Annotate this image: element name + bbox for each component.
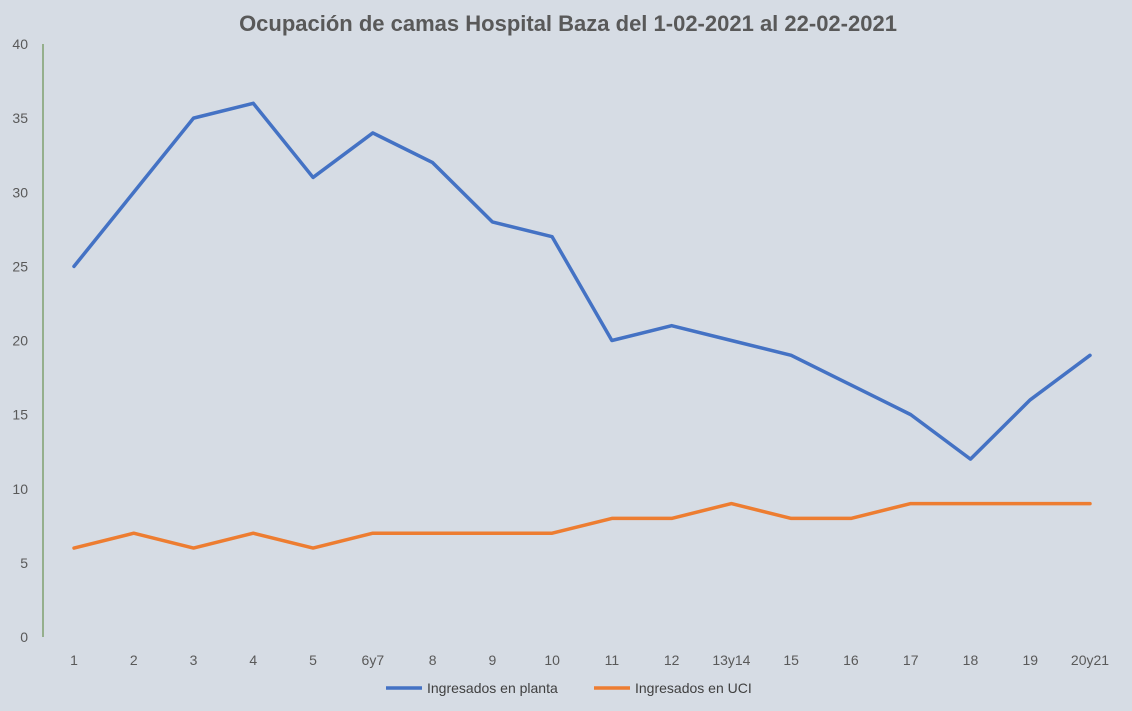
legend: Ingresados en planta Ingresados en UCI [386, 680, 752, 696]
x-tick-label: 16 [843, 652, 859, 668]
x-tick-label: 19 [1022, 652, 1038, 668]
y-tick-label: 5 [20, 555, 28, 571]
x-tick-label: 3 [190, 652, 198, 668]
x-tick-label: 12 [664, 652, 680, 668]
y-tick-label: 10 [12, 481, 28, 497]
legend-label: Ingresados en planta [427, 680, 558, 696]
y-tick-label: 25 [12, 258, 28, 274]
y-tick-label: 35 [12, 110, 28, 126]
x-tick-label: 8 [429, 652, 437, 668]
chart-title: Ocupación de camas Hospital Baza del 1-0… [239, 11, 897, 36]
x-tick-label: 17 [903, 652, 919, 668]
x-tick-label: 20y21 [1071, 652, 1109, 668]
x-tick-label: 18 [963, 652, 979, 668]
x-tick-label: 5 [309, 652, 317, 668]
y-tick-label: 0 [20, 629, 28, 645]
y-tick-label: 30 [12, 184, 28, 200]
x-tick-label: 1 [70, 652, 78, 668]
y-tick-label: 15 [12, 407, 28, 423]
x-tick-label: 11 [605, 652, 620, 668]
series-line-planta [72, 101, 1092, 461]
y-tick-label: 20 [12, 333, 28, 349]
x-tick-label: 4 [249, 652, 257, 668]
series-line-uci [72, 501, 1092, 550]
x-tick-label: 10 [544, 652, 560, 668]
x-tick-label: 13y14 [712, 652, 750, 668]
x-tick-label: 6y7 [362, 652, 385, 668]
x-tick-label: 15 [783, 652, 799, 668]
y-tick-label: 40 [12, 36, 28, 52]
x-tick-label: 2 [130, 652, 138, 668]
x-tick-label: 9 [488, 652, 496, 668]
legend-label: Ingresados en UCI [635, 680, 752, 696]
